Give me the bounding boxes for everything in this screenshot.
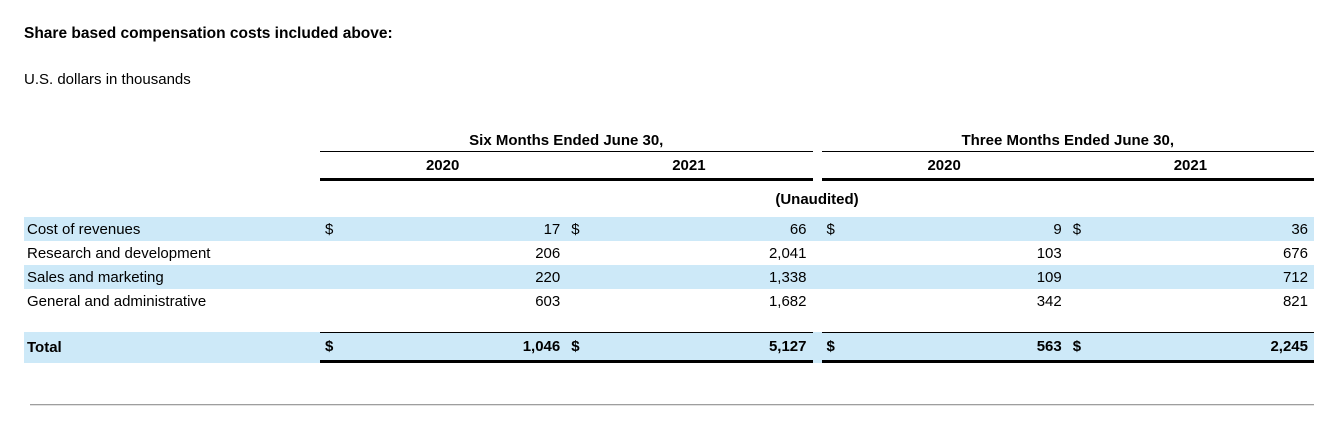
table-row: Sales and marketing 220 1,338 109: [24, 265, 1314, 289]
table-header-groups: Six Months Ended June 30, Three Months E…: [24, 128, 1314, 152]
column-group-gap: [813, 241, 822, 265]
cell-value: 206: [535, 244, 561, 262]
cell-value: 2,245: [1270, 338, 1308, 355]
cell-value: 821: [1282, 292, 1308, 310]
column-group-gap: [813, 128, 822, 152]
share-based-compensation-table: Six Months Ended June 30, Three Months E…: [24, 128, 1314, 363]
unaudited-row: (Unaudited): [24, 181, 1314, 217]
table-cell: 2,041: [566, 241, 812, 265]
pre-total-spacer: [24, 313, 1314, 332]
table-cell: 1,338: [566, 265, 812, 289]
table-cell: $ 5,127: [566, 333, 812, 360]
column-group-gap: [813, 265, 822, 289]
table-cell: $ 2,245: [1068, 333, 1314, 360]
cell-value: 2,041: [768, 244, 807, 262]
table-cell: 1,682: [566, 289, 812, 313]
year-label: 2021: [672, 156, 706, 174]
table-cell: $ 17: [320, 217, 566, 241]
three-months-cells: 103 676: [822, 241, 1315, 265]
three-months-cells: 109 712: [822, 265, 1315, 289]
currency-symbol: $: [1072, 220, 1082, 238]
table-body: Cost of revenues $ 17 $ 66 $ 9 $: [24, 217, 1314, 363]
six-months-cells: $ 1,046 $ 5,127: [320, 332, 813, 363]
unaudited-note: (Unaudited): [775, 190, 859, 208]
row-label: Total: [27, 339, 62, 356]
table-header-years: 2020 2021 2020 2021: [24, 152, 1314, 181]
currency-symbol: $: [571, 338, 580, 355]
cell-value: 1,338: [768, 268, 807, 286]
years-six-months: 2020 2021: [320, 152, 813, 181]
currency-symbol: $: [826, 338, 835, 355]
table-row: Cost of revenues $ 17 $ 66 $ 9 $: [24, 217, 1314, 241]
currency-symbol: $: [325, 220, 334, 238]
currency-symbol: $: [826, 220, 835, 238]
column-group-gap: [813, 289, 822, 313]
cell-value: 66: [789, 220, 807, 238]
cell-value: 563: [1036, 338, 1062, 355]
bottom-divider: [30, 404, 1314, 406]
years-three-months: 2020 2021: [821, 152, 1314, 181]
currency-symbol: $: [325, 338, 334, 355]
column-group-gap: [813, 332, 822, 363]
table-cell: 103: [822, 241, 1068, 265]
cell-value: 220: [535, 268, 561, 286]
cell-value: 9: [1053, 220, 1062, 238]
table-row: General and administrative 603 1,682 342: [24, 289, 1314, 313]
six-months-cells: 603 1,682: [320, 289, 813, 313]
three-months-cells: $ 9 $ 36: [822, 217, 1315, 241]
table-cell: 603: [320, 289, 566, 313]
table-cell: $ 36: [1068, 217, 1314, 241]
cell-value: 342: [1036, 292, 1062, 310]
six-months-cells: $ 17 $ 66: [320, 217, 813, 241]
table-cell: 109: [822, 265, 1068, 289]
header-label-spacer: [24, 128, 320, 152]
table-cell: 342: [822, 289, 1068, 313]
cell-value: 712: [1282, 268, 1308, 286]
six-months-cells: 220 1,338: [320, 265, 813, 289]
row-label: General and administrative: [27, 292, 207, 310]
cell-value: 603: [535, 292, 561, 310]
header-label-spacer: [24, 152, 320, 181]
col-group-three-months: Three Months Ended June 30,: [821, 128, 1314, 152]
cell-value: 1,682: [768, 292, 807, 310]
table-cell: 220: [320, 265, 566, 289]
row-label: Research and development: [27, 244, 211, 262]
three-months-cells: 342 821: [822, 289, 1315, 313]
header-label-spacer: [24, 181, 320, 217]
table-cell: $ 563: [822, 333, 1068, 360]
cell-value: 5,127: [768, 338, 807, 355]
year-label: 2020: [927, 156, 961, 174]
table-cell: $ 9: [822, 217, 1068, 241]
table-cell: 206: [320, 241, 566, 265]
three-months-cells: $ 563 $ 2,245: [821, 332, 1314, 363]
cell-value: 17: [543, 220, 561, 238]
cell-value: 36: [1291, 220, 1308, 238]
units-note: U.S. dollars in thousands: [24, 71, 191, 88]
year-label: 2021: [1173, 156, 1208, 174]
year-label: 2020: [425, 156, 460, 174]
col-group-six-months: Six Months Ended June 30,: [320, 128, 813, 152]
row-label: Cost of revenues: [27, 220, 141, 238]
currency-symbol: $: [1072, 338, 1082, 355]
cell-value: 1,046: [522, 338, 561, 355]
table-cell: 712: [1068, 265, 1314, 289]
table-cell: 821: [1068, 289, 1314, 313]
table-row: Research and development 206 2,041 103: [24, 241, 1314, 265]
table-row: Total $ 1,046 $ 5,127 $ 563 $: [24, 332, 1314, 363]
row-label: Sales and marketing: [27, 268, 164, 286]
column-group-gap: [813, 217, 822, 241]
table-cell: $ 66: [566, 217, 812, 241]
six-months-cells: 206 2,041: [320, 241, 813, 265]
page-title: Share based compensation costs included …: [24, 25, 393, 42]
cell-value: 103: [1036, 244, 1062, 262]
table-cell: 676: [1068, 241, 1314, 265]
cell-value: 109: [1036, 268, 1062, 286]
table-cell: $ 1,046: [320, 333, 566, 360]
currency-symbol: $: [571, 220, 580, 238]
col-group-label: Three Months Ended June 30,: [961, 132, 1175, 149]
column-group-gap: [813, 152, 822, 181]
col-group-label: Six Months Ended June 30,: [469, 132, 664, 149]
cell-value: 676: [1282, 244, 1308, 262]
